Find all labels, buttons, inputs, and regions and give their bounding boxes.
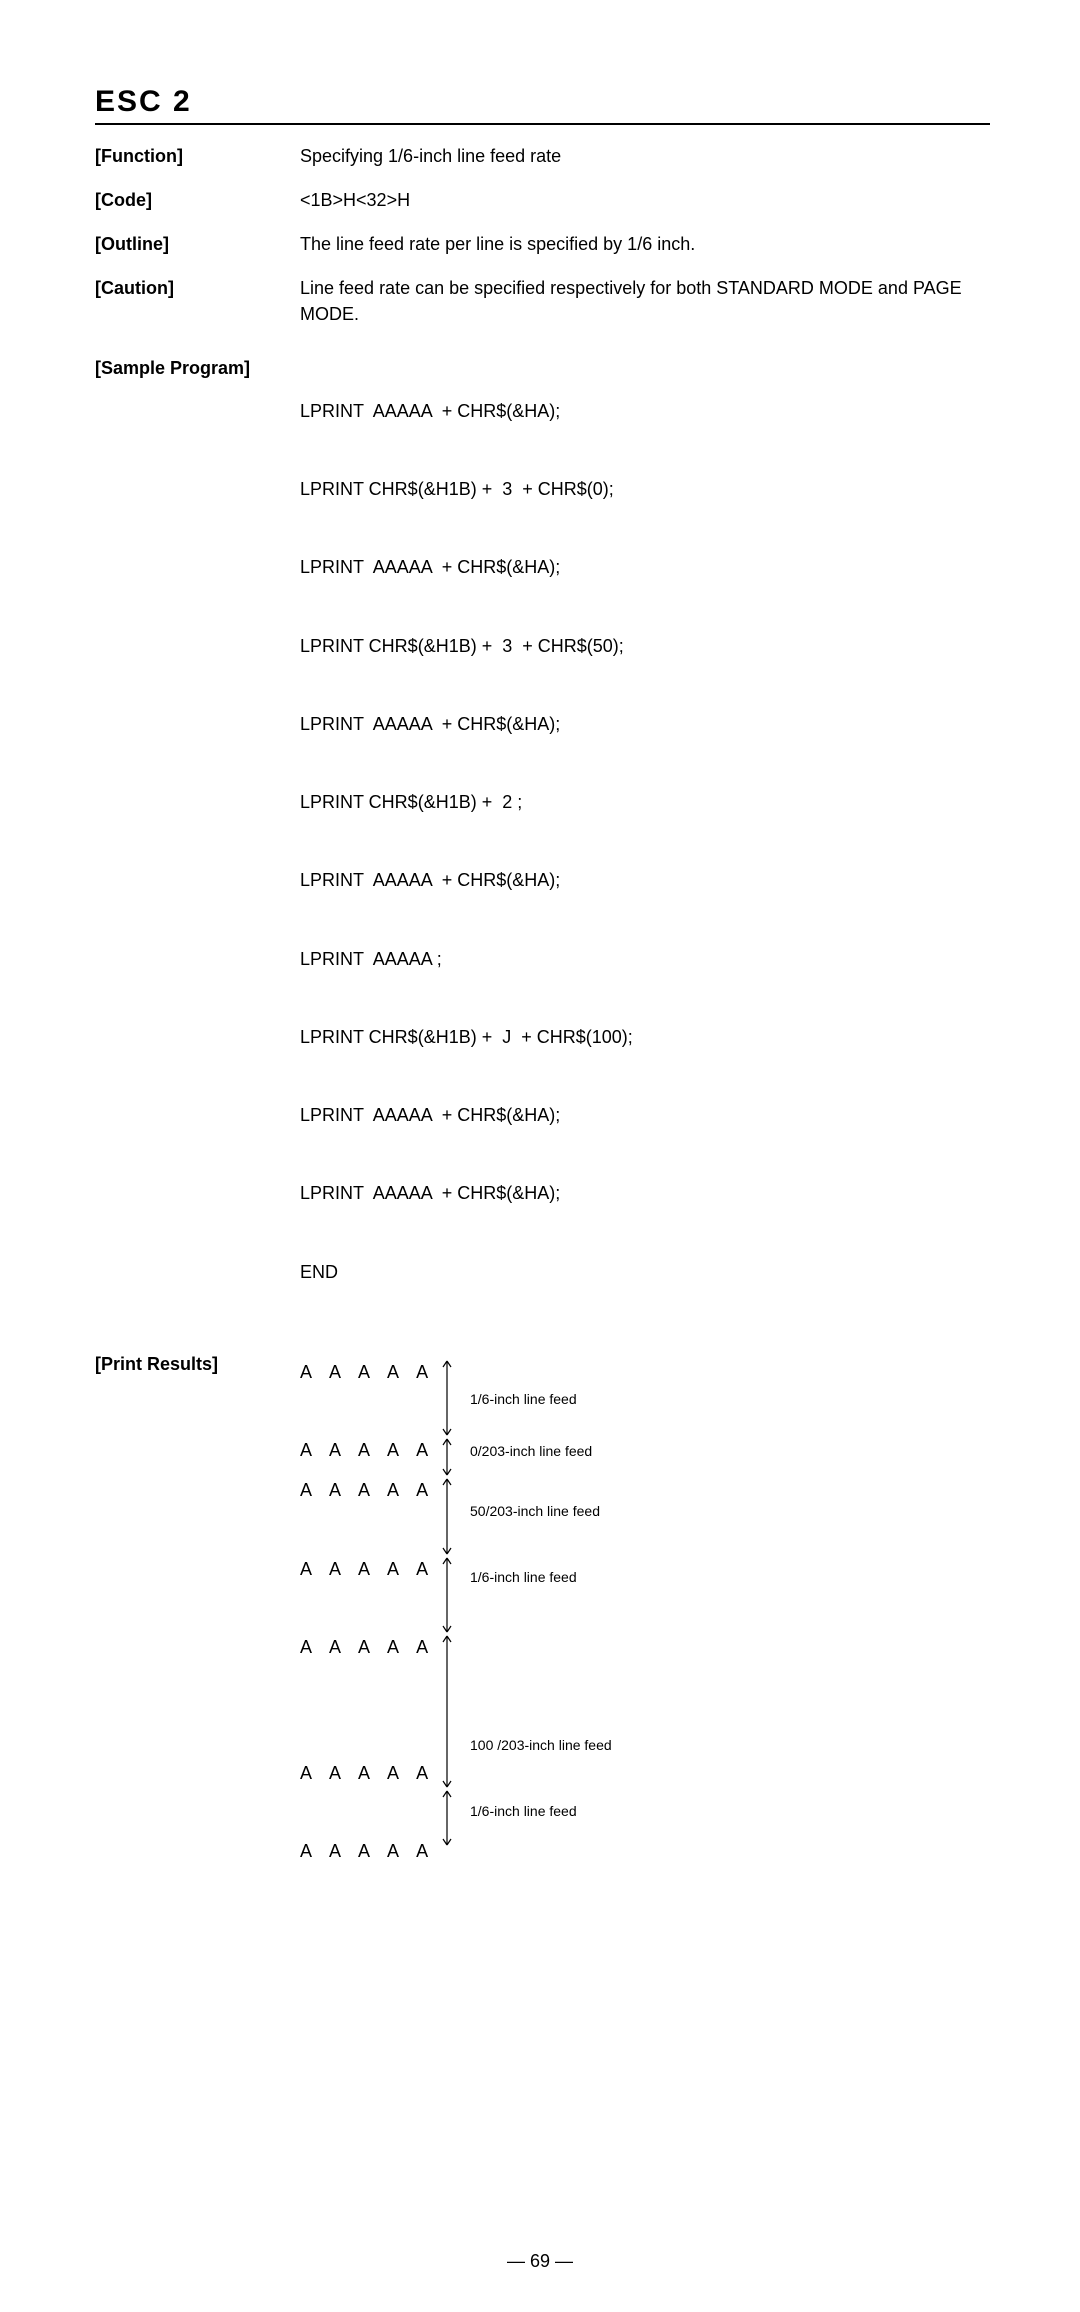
note-line-feed: 1/6-inch line feed <box>470 1389 577 1409</box>
row-program: [Sample Program] LPRINT AAAAA + CHR$(&HA… <box>95 345 985 1337</box>
note-line-feed: 50/203-inch line feed <box>470 1501 600 1521</box>
program-line: LPRINT AAAAA + CHR$(&HA); <box>300 711 985 737</box>
note-line-feed: 1/6-inch line feed <box>470 1567 577 1587</box>
output-aaaaa: A A A A A <box>300 1359 435 1385</box>
label-code: [Code] <box>95 187 300 213</box>
double-arrow-icon <box>440 1789 454 1847</box>
label-outline: [Outline] <box>95 231 300 257</box>
value-code: <1B>H<32>H <box>300 187 985 213</box>
program-line: END <box>300 1259 985 1285</box>
output-aaaaa: A A A A A <box>300 1760 435 1786</box>
program-line: LPRINT CHR$(&H1B) + 3 + CHR$(0); <box>300 476 985 502</box>
program-code-block: LPRINT AAAAA + CHR$(&HA); LPRINT CHR$(&H… <box>300 345 985 1337</box>
value-outline: The line feed rate per line is specified… <box>300 231 985 257</box>
double-arrow-icon <box>440 1556 454 1634</box>
output-aaaaa: A A A A A <box>300 1437 435 1463</box>
command-title: ESC 2 <box>95 85 985 119</box>
page-root: ESC 2 [Function] Specifying 1/6-inch lin… <box>0 0 1080 2312</box>
label-program: [Sample Program] <box>95 345 300 1337</box>
label-caution: [Caution] <box>95 275 300 327</box>
program-line: LPRINT CHR$(&H1B) + J + CHR$(100); <box>300 1024 985 1050</box>
row-caution: [Caution] Line feed rate can be specifie… <box>95 275 985 327</box>
program-line: LPRINT AAAAA + CHR$(&HA); <box>300 1102 985 1128</box>
value-caution: Line feed rate can be specified respecti… <box>300 275 985 327</box>
output-aaaaa: A A A A A <box>300 1556 435 1582</box>
double-arrow-icon <box>440 1359 454 1437</box>
program-line: LPRINT CHR$(&H1B) + 3 + CHR$(50); <box>300 633 985 659</box>
print-results-area: A A A A A A A A A A A A A A A A A A A A … <box>300 1351 985 1971</box>
output-aaaaa: A A A A A <box>300 1477 435 1503</box>
row-outline: [Outline] The line feed rate per line is… <box>95 231 985 257</box>
output-aaaaa: A A A A A <box>300 1634 435 1660</box>
page-number: — 69 — <box>95 2251 985 2272</box>
output-aaaaa: A A A A A <box>300 1838 435 1864</box>
row-function: [Function] Specifying 1/6-inch line feed… <box>95 143 985 169</box>
note-line-feed: 0/203-inch line feed <box>470 1441 592 1461</box>
program-line: LPRINT AAAAA + CHR$(&HA); <box>300 867 985 893</box>
title-rule <box>95 123 990 125</box>
row-results: [Print Results] A A A A A A A A A A A A … <box>95 1351 985 1971</box>
label-results: [Print Results] <box>95 1351 300 1971</box>
program-line: LPRINT AAAAA + CHR$(&HA); <box>300 398 985 424</box>
program-line: LPRINT AAAAA + CHR$(&HA); <box>300 1180 985 1206</box>
note-line-feed: 100 /203-inch line feed <box>470 1735 612 1755</box>
double-arrow-icon <box>440 1477 454 1556</box>
program-line: LPRINT AAAAA + CHR$(&HA); <box>300 554 985 580</box>
double-arrow-icon <box>440 1634 454 1789</box>
value-function: Specifying 1/6-inch line feed rate <box>300 143 985 169</box>
double-arrow-icon <box>440 1437 454 1477</box>
row-code: [Code] <1B>H<32>H <box>95 187 985 213</box>
label-function: [Function] <box>95 143 300 169</box>
program-line: LPRINT AAAAA ; <box>300 946 985 972</box>
program-line: LPRINT CHR$(&H1B) + 2 ; <box>300 789 985 815</box>
note-line-feed: 1/6-inch line feed <box>470 1801 577 1821</box>
